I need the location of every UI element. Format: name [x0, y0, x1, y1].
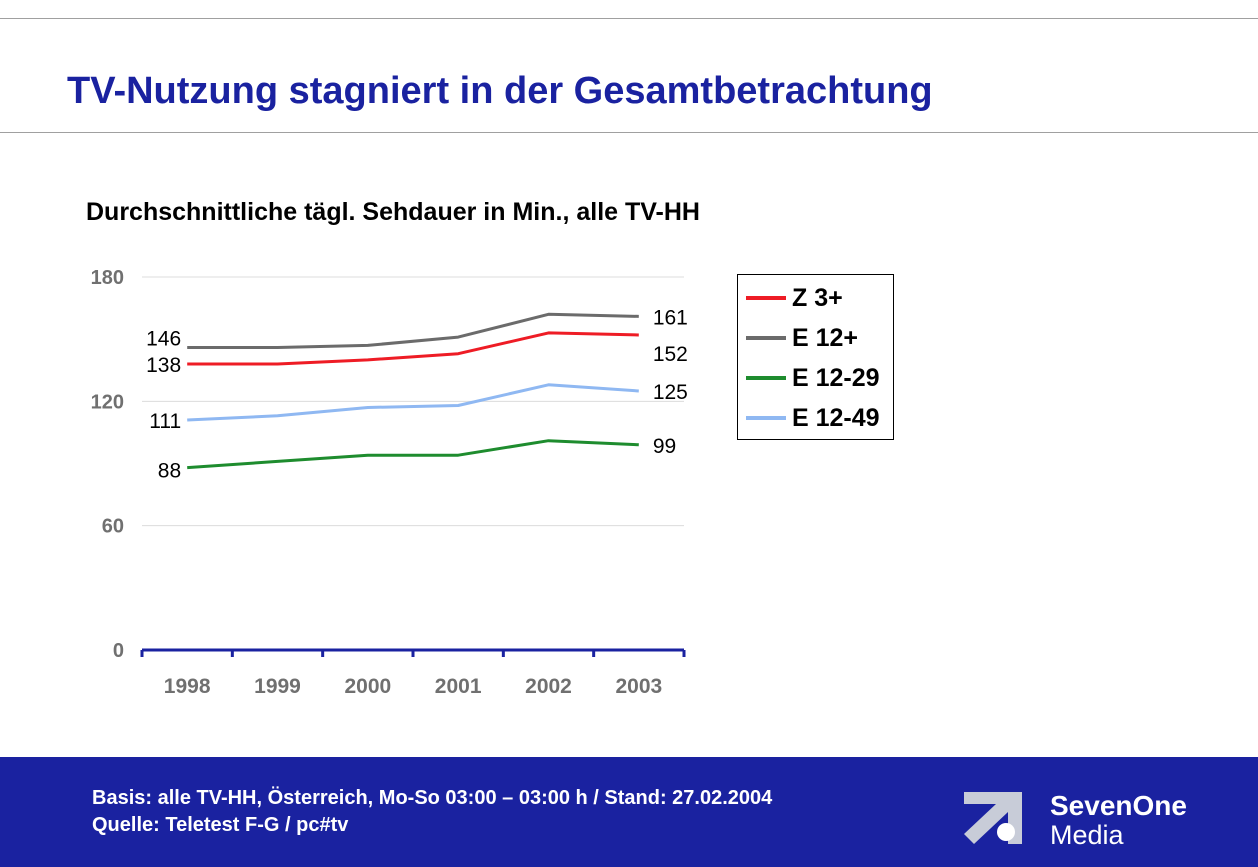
data-label: 99 [653, 435, 676, 458]
sevenone-logo-icon [964, 792, 1022, 844]
series-lines [187, 312, 639, 470]
legend-label: Z 3+ [792, 283, 843, 312]
top-rule [0, 18, 1258, 19]
legend-swatch [746, 296, 786, 300]
legend-label: E 12+ [792, 323, 859, 352]
data-label: 88 [158, 460, 181, 483]
line-chart: 0 60 120 180 1998 1999 2000 2001 2002 2003 146 13… [91, 267, 688, 698]
x-axis-labels: 1998 1999 2000 2001 2002 2003 [164, 675, 662, 698]
page-title: TV-Nutzung stagniert in der Gesamtbetrac… [67, 70, 933, 112]
logo-text-media: Media [1050, 820, 1124, 850]
series-line [187, 439, 639, 470]
legend-label: E 12-29 [792, 363, 880, 392]
data-label: 111 [149, 410, 181, 433]
x-tick-label: 2002 [525, 675, 572, 698]
y-tick-label: 0 [113, 640, 124, 662]
x-tick-label: 2001 [435, 675, 482, 698]
y-axis-ticks: 0 60 120 180 [91, 267, 124, 662]
y-tick-label: 180 [91, 267, 124, 289]
footer-source: Quelle: Teletest F-G / pc#tv [92, 814, 349, 836]
x-tick-label: 1998 [164, 675, 211, 698]
legend-swatch [746, 376, 786, 380]
y-tick-label: 120 [91, 391, 124, 413]
footer-bar: Basis: alle TV-HH, Österreich, Mo-So 03:… [0, 757, 1258, 867]
data-label: 146 [146, 327, 181, 350]
legend-item: Z 3+ [746, 283, 843, 313]
data-label: 161 [653, 306, 688, 329]
legend-swatch [746, 336, 786, 340]
logo-text-sevenone: SevenOne [1050, 790, 1187, 821]
series-line [187, 383, 639, 422]
data-label: 152 [653, 343, 688, 366]
data-labels: 146 138 111 88 161 152 125 99 [146, 306, 688, 482]
legend-swatch [746, 416, 786, 420]
chart-legend: Z 3+ E 12+ E 12-29 E 12-49 [737, 274, 894, 440]
footer-basis: Basis: alle TV-HH, Österreich, Mo-So 03:… [92, 787, 773, 809]
chart-title: Durchschnittliche tägl. Sehdauer in Min.… [86, 198, 700, 226]
x-axis [140, 648, 686, 657]
gridlines [142, 276, 684, 527]
x-tick-label: 1999 [254, 675, 301, 698]
legend-label: E 12-49 [792, 403, 880, 432]
data-label: 125 [653, 381, 688, 404]
data-label: 138 [146, 354, 181, 377]
legend-item: E 12+ [746, 323, 858, 353]
series-line [187, 312, 639, 349]
series-line [187, 331, 639, 366]
x-tick-label: 2000 [344, 675, 391, 698]
legend-item: E 12-29 [746, 363, 880, 393]
legend-item: E 12-49 [746, 403, 880, 433]
y-tick-label: 60 [102, 516, 124, 538]
x-tick-label: 2003 [615, 675, 662, 698]
title-rule [0, 132, 1258, 133]
